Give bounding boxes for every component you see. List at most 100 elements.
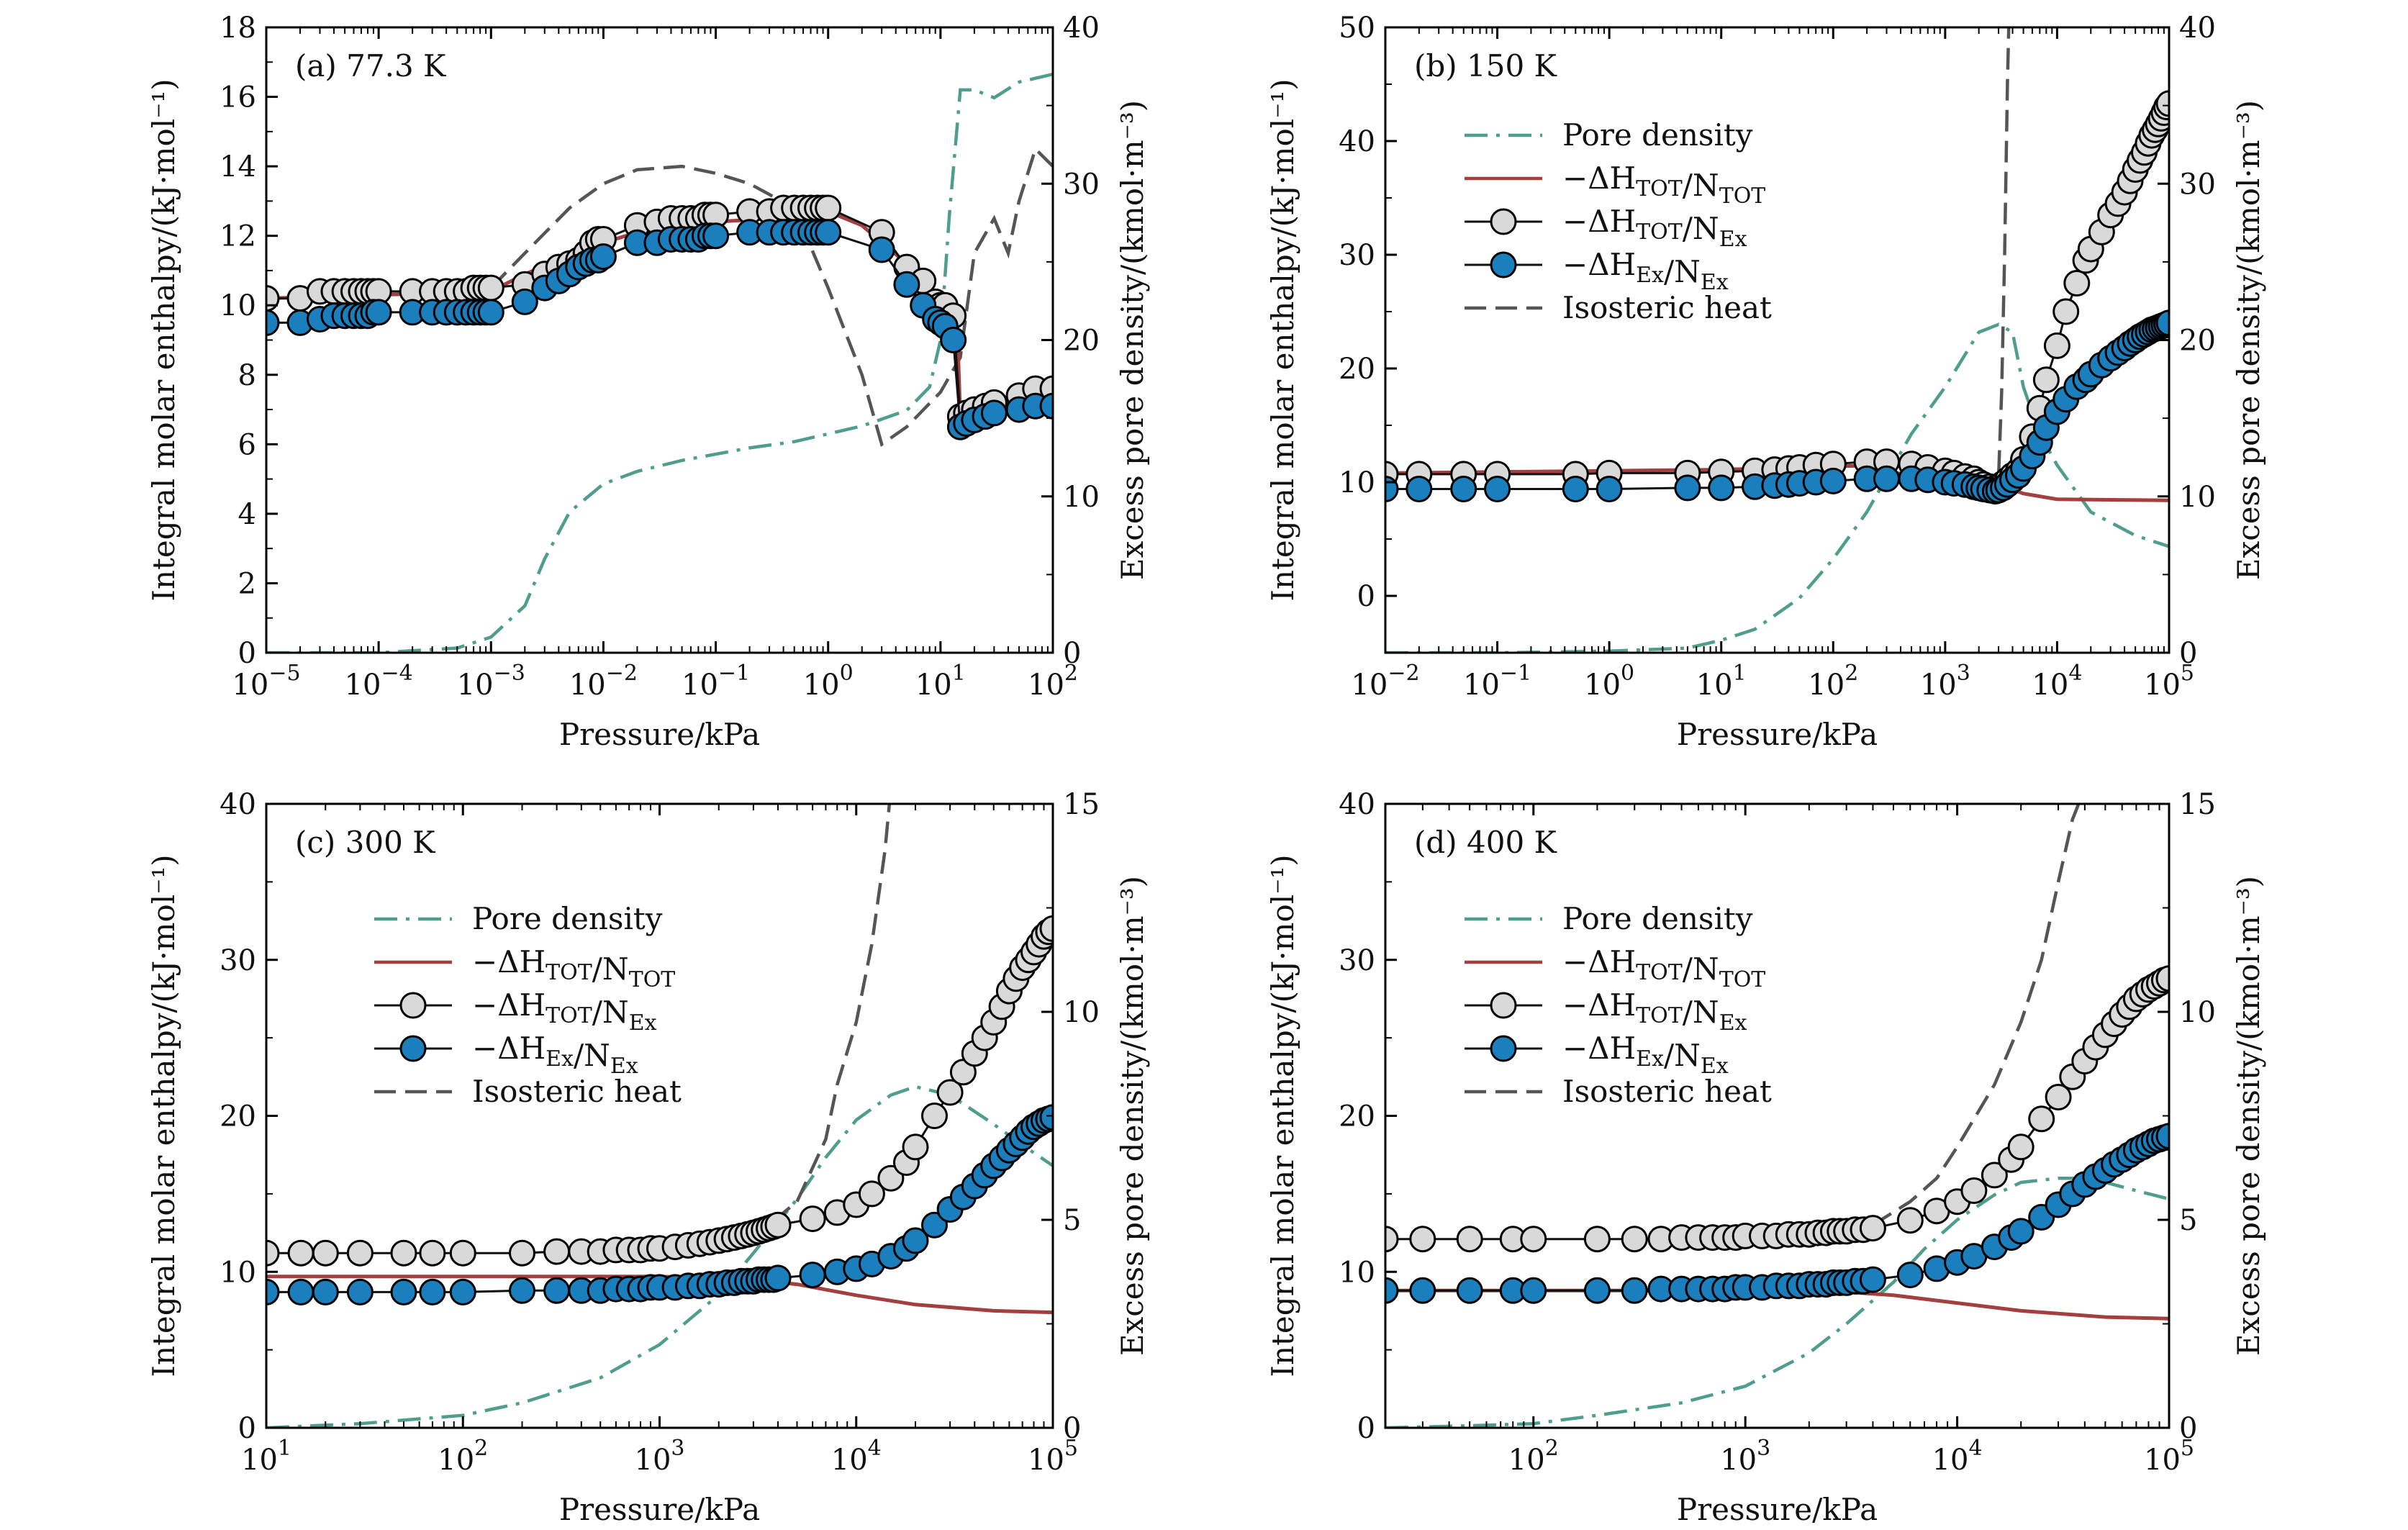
data-point-h_ex_n_ex	[511, 288, 538, 315]
y-axis-title: Integral molar enthalpy/(kJ·mol⁻¹)	[146, 854, 181, 1377]
y2-axis-title: Excess pore density/(kmol·m⁻³)	[2231, 876, 2266, 1356]
y-tick-label: 20	[219, 1100, 256, 1133]
y2-tick-label: 10	[1063, 481, 1100, 514]
y-tick-label: 2	[238, 567, 256, 600]
data-point-h_ex_n_ex	[702, 222, 730, 250]
data-point-h_tot_n_ex	[2028, 1105, 2055, 1133]
data-point-h_ex_n_ex	[764, 1264, 792, 1292]
data-point-h_ex_n_ex	[312, 1278, 339, 1305]
plot-area	[266, 73, 1053, 653]
y2-tick-label: 10	[1063, 996, 1100, 1029]
x-axis-title: Pressure/kPa	[559, 1492, 760, 1527]
y-tick-label: 8	[238, 359, 256, 392]
y-tick-label: 0	[238, 637, 256, 670]
data-point-h_tot_n_ex	[2032, 366, 2060, 394]
y-tick-label: 30	[1339, 239, 1375, 272]
y-tick-label: 10	[1339, 1256, 1375, 1289]
y2-tick-label: 30	[1063, 168, 1100, 201]
data-point-h_ex_n_ex	[1520, 1277, 1547, 1304]
x-axis-title: Pressure/kPa	[1677, 1492, 1878, 1527]
data-point-h_tot_n_ex	[936, 1079, 964, 1106]
data-point-h_ex_n_ex	[868, 236, 895, 263]
data-point-h_tot_n_ex	[1583, 1226, 1611, 1253]
data-point-h_ex_n_ex	[2155, 1123, 2169, 1150]
y-tick-label: 30	[1339, 944, 1375, 977]
y-tick-label: 50	[1339, 12, 1375, 45]
data-point-h_ex_n_ex	[2007, 1218, 2034, 1245]
data-point-h_tot_n_ex	[509, 1239, 535, 1267]
data-point-h_tot_n_ex	[1981, 1162, 2008, 1189]
data-point-h_tot_n_ex	[312, 1239, 339, 1267]
data-point-h_tot_n_ex	[921, 1103, 948, 1129]
x-axis-title: Pressure/kPa	[559, 717, 760, 752]
chart-panel-3: 101 102 103 104 105010203040051015Pressure/k…	[146, 788, 1150, 1527]
y-tick-label: 4	[238, 498, 256, 531]
data-point-h_ex_n_ex	[1562, 476, 1589, 502]
y-axis-title: Integral molar enthalpy/(kJ·mol⁻¹)	[1265, 78, 1300, 601]
data-point-h_ex_n_ex	[1873, 465, 1900, 492]
series-line-h_ex_n_ex	[266, 1116, 1053, 1293]
y2-tick-label: 0	[1063, 1412, 1081, 1445]
data-point-h_ex_n_ex	[419, 1278, 446, 1305]
legend-label-h_tot_n_ex: −ΔHTOT/NEx	[1562, 987, 1747, 1036]
data-point-h_ex_n_ex	[1896, 1262, 1924, 1289]
panel-label: (c) 300 K	[295, 825, 436, 860]
x-tick-label: 10−2	[1351, 661, 1419, 702]
x-tick-label: 104	[831, 1436, 882, 1477]
y-tick-label: 30	[219, 944, 256, 977]
legend-label-h_ex_n_ex: −ΔHEx/NEx	[1562, 247, 1729, 295]
data-point-h_tot_n_ex	[1409, 1226, 1436, 1253]
series-line-isosteric_heat	[489, 145, 1053, 447]
data-point-h_tot_n_ex	[877, 1164, 905, 1192]
plot-frame	[265, 26, 1054, 654]
plot-area	[1385, 804, 2169, 1428]
data-point-h_tot_n_ex	[2155, 90, 2169, 117]
data-point-h_tot_n_ex	[419, 1239, 446, 1267]
data-point-h_ex_n_ex	[921, 1211, 948, 1239]
y2-tick-label: 40	[2179, 12, 2216, 45]
legend-label-h_tot_n_ex: −ΔHTOT/NEx	[1562, 204, 1747, 252]
legend-symbol-h_tot_n_ex	[374, 992, 452, 1019]
y2-tick-label: 15	[1063, 788, 1100, 821]
y-axis-title: Integral molar enthalpy/(kJ·mol⁻¹)	[1265, 854, 1300, 1377]
x-tick-label: 103	[635, 1436, 685, 1477]
x-tick-label: 102	[438, 1436, 488, 1477]
y2-tick-label: 10	[2179, 481, 2216, 514]
legend-symbol-h_tot_n_ex	[1465, 992, 1542, 1019]
chart-panel-2: 10−2 10−1 100 101 102 103 104 10501020304050010…	[1265, 12, 2266, 752]
chart-panel-1: 10−5 10−4 10−3 10−2 10−1 100 101 10202468101214…	[146, 12, 1150, 752]
x-tick-label: 105	[1028, 1436, 1078, 1477]
y-tick-label: 14	[219, 150, 256, 184]
data-point-h_tot_n_ex	[266, 1239, 280, 1267]
x-tick-label: 104	[2032, 661, 2082, 702]
legend-label-h_ex_n_ex: −ΔHEx/NEx	[472, 1031, 638, 1079]
y-tick-label: 12	[219, 220, 256, 253]
data-point-h_ex_n_ex	[1450, 476, 1477, 502]
data-point-h_tot_n_ex	[902, 1133, 929, 1161]
data-point-h_ex_n_ex	[1674, 474, 1701, 502]
data-point-h_tot_n_ex	[390, 1239, 417, 1267]
data-point-h_ex_n_ex	[266, 1278, 280, 1305]
data-point-h_ex_n_ex	[940, 327, 967, 353]
panel-label: (a) 77.3 K	[295, 48, 447, 83]
legend: Pore density −ΔHTOT/NTOT−ΔHTOT/NEx−ΔHEx/N…	[1465, 901, 1772, 1109]
legend-label-h_ex_n_ex: −ΔHEx/NEx	[1562, 1031, 1729, 1079]
y2-tick-label: 20	[2179, 325, 2216, 358]
x-tick-label: 10−4	[345, 661, 413, 702]
y-tick-label: 20	[1339, 1100, 1375, 1133]
data-point-h_tot_n_ex	[1621, 1226, 1648, 1253]
x-tick-label: 102	[1028, 661, 1078, 702]
y2-axis-title: Excess pore density/(kmol·m⁻³)	[2231, 100, 2266, 580]
series-line-isosteric_heat	[1866, 27, 2011, 500]
data-point-h_tot_n_ex	[477, 274, 504, 302]
panel-label: (b) 150 K	[1414, 48, 1558, 83]
legend-label-isosteric_heat: Isosteric heat	[472, 1074, 682, 1109]
y2-tick-label: 40	[1063, 12, 1100, 45]
legend-symbol-h_tot_n_ex	[1465, 208, 1542, 235]
data-point-h_ex_n_ex	[893, 271, 920, 298]
legend-label-pore_density: Pore density	[472, 901, 663, 936]
series-line-pore_density	[266, 73, 1053, 653]
data-point-h_tot_n_ex	[2043, 332, 2070, 359]
chart-panel-4: 102 103 104 105010203040051015Pressure/kPaI…	[1265, 788, 2266, 1527]
data-point-h_ex_n_ex	[390, 1278, 417, 1305]
